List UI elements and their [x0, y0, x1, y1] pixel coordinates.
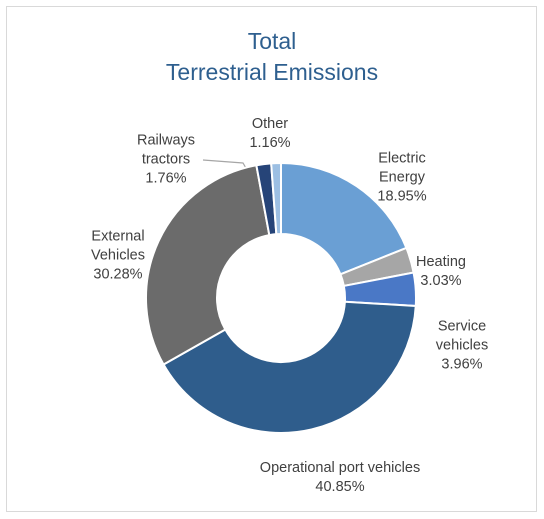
- value-label: 3.03%: [420, 273, 462, 289]
- donut-slice: [162, 300, 417, 434]
- value-label: 3.96%: [441, 356, 483, 373]
- chart-frame: [6, 6, 537, 512]
- category-label: Heating: [416, 254, 466, 270]
- chart-title: Total Terrestrial Emissions: [165, 28, 379, 85]
- category-label: Other: [251, 116, 289, 132]
- donut-slice: [270, 161, 282, 236]
- data-label: Other 1.16%: [249, 115, 290, 153]
- value-label: 1.76%: [145, 170, 187, 187]
- value-label: 18.95%: [377, 188, 427, 205]
- data-label: Service vehicles 3.96%: [436, 318, 488, 375]
- data-label: Operational port vehicles 40.85%: [260, 459, 420, 497]
- donut-slice: [145, 164, 271, 366]
- value-label: 1.16%: [249, 135, 291, 151]
- category-label: Service vehicles: [435, 318, 489, 354]
- category-label: Railways tractors: [136, 132, 196, 168]
- category-label: Electric Energy: [378, 150, 426, 186]
- value-label: 30.28%: [93, 266, 143, 283]
- category-label: Operational port vehicles: [259, 460, 421, 476]
- data-label: Railways tractors 1.76%: [137, 132, 195, 189]
- data-label: Heating 3.03%: [416, 253, 466, 291]
- category-label: External Vehicles: [90, 228, 146, 264]
- donut-slice: [280, 161, 408, 276]
- data-label: Electric Energy 18.95%: [377, 150, 426, 207]
- data-label: External Vehicles 30.28%: [91, 228, 145, 285]
- value-label: 40.85%: [315, 479, 365, 495]
